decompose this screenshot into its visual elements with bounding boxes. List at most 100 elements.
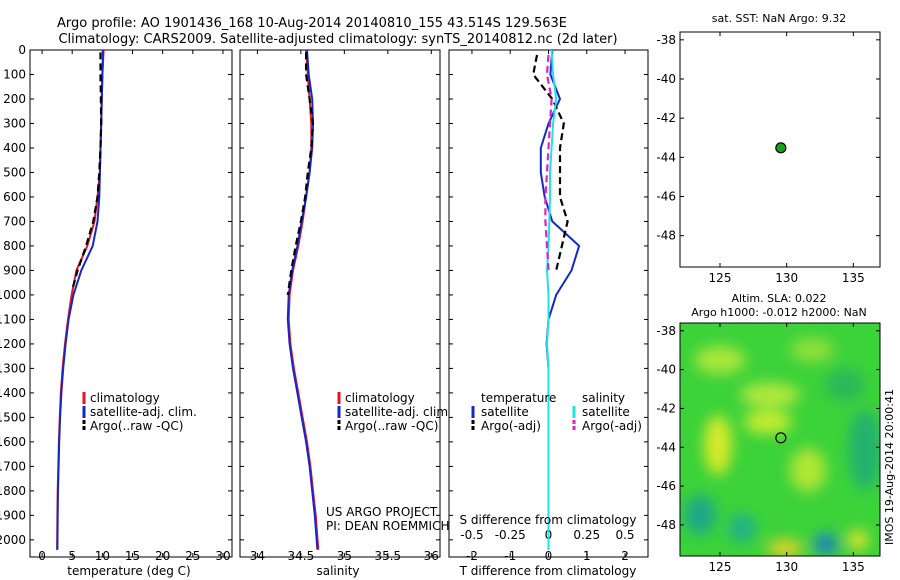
map-y-tick-label: -48: [656, 229, 676, 243]
pi-label: PI: DEAN ROEMMICH: [326, 519, 449, 533]
figure-title-line1: Argo profile: AO 1901436_168 10-Aug-2014…: [57, 16, 567, 31]
legend-label-climatology: climatology: [90, 391, 160, 405]
temperature-x-label: temperature (deg C): [67, 564, 190, 578]
float-position-marker: [775, 142, 787, 154]
salinity-x-label: salinity: [316, 564, 359, 578]
sst-map-markers: [775, 142, 787, 154]
map-y-tick-label: -46: [656, 190, 676, 204]
difference-legend: temperature salinity satellite Argo(-adj…: [471, 391, 642, 433]
sla-blob: [790, 338, 834, 362]
depth-tick-label: 1400: [0, 386, 26, 400]
legend-label-satellite: satellite-adj. clim.: [90, 405, 197, 419]
legend-label-s-argo: Argo(-adj): [582, 419, 642, 433]
depth-tick-label: 400: [3, 141, 26, 155]
salinity-ticks: [240, 49, 440, 541]
series-line-argo: [286, 52, 315, 296]
x-tick-label: 0: [545, 549, 553, 563]
x-tick-label: 35: [337, 549, 352, 563]
legend-header-salinity: salinity: [582, 391, 625, 405]
sla-blob: [694, 346, 746, 374]
x-tick-label: 5: [68, 549, 76, 563]
s-diff-tick-label: 0.5: [615, 528, 634, 542]
x-tick-label: 2: [621, 549, 629, 563]
sla-blob: [704, 415, 732, 475]
salinity-panel: 34 34.5 35 35.5 36 salinity climatology sate…: [239, 49, 452, 578]
map-x-tick-label: 125: [709, 560, 732, 574]
sla-blob: [740, 383, 800, 407]
s-diff-tick-label: -0.5: [460, 528, 483, 542]
sla-heatmap-blobs: [684, 338, 880, 556]
salinity-tick-labels: 34 34.5 35 35.5 36: [250, 50, 439, 563]
map-y-tick-label: -42: [656, 111, 676, 125]
sla-map-panel: Altim. SLA: 0.022 Argo h1000: -0.012 h20…: [656, 292, 896, 574]
depth-tick-label: 900: [3, 263, 26, 277]
depth-tick-label: 100: [3, 67, 26, 81]
series-line-sal_satellite: [546, 50, 558, 550]
salinity-axes-frame: [239, 49, 441, 558]
s-difference-label: S difference from climatology: [460, 513, 637, 527]
depth-tick-label: 700: [3, 214, 26, 228]
sla-blob: [849, 410, 880, 490]
map-x-tick-label: 135: [842, 560, 865, 574]
depth-tick-labels: 0 100 200 300 400 500 600 700 800 900 1000 1100 1200…: [0, 43, 232, 547]
map-y-tick-label: -48: [656, 518, 676, 532]
map-y-tick-label: -40: [656, 363, 676, 377]
sla-blob: [790, 448, 826, 492]
t-difference-x-label: T difference from climatology: [459, 564, 637, 578]
map-x-tick-label: 130: [775, 560, 798, 574]
map-y-tick-label: -44: [656, 440, 676, 454]
sla-blob: [744, 410, 792, 434]
sst-map-panel: sat. SST: NaN Argo: 9.32 125 130 135 -38 -40…: [656, 12, 881, 285]
legend-label-t-argo: Argo(-adj): [481, 419, 541, 433]
map-y-tick-label: -44: [656, 150, 676, 164]
sla-blob: [767, 540, 803, 556]
s-diff-tick-label: -0.25: [495, 528, 526, 542]
imos-stamp: IMOS 19-Aug-2014 20:00:41: [883, 389, 896, 545]
map-y-tick-label: -42: [656, 401, 676, 415]
depth-tick-label: 0: [18, 43, 26, 57]
x-tick-label: 15: [125, 549, 140, 563]
depth-tick-label: 600: [3, 190, 26, 204]
difference-series: [532, 50, 581, 550]
map-y-tick-label: -40: [656, 72, 676, 86]
depth-tick-label: 200: [3, 92, 26, 106]
difference-ticks: [449, 49, 648, 541]
x-tick-label: 35.5: [374, 549, 401, 563]
sla-map-ticks: 125 130 135 -38 -40 -42 -44 -46 -48: [656, 323, 880, 574]
depth-tick-label: 500: [3, 165, 26, 179]
depth-tick-label: 1000: [0, 288, 26, 302]
figure-title-line2: Climatology: CARS2009. Satellite-adjuste…: [58, 32, 617, 47]
depth-tick-label: 1300: [0, 361, 26, 375]
depth-tick-label: 1700: [0, 459, 26, 473]
sla-blob: [728, 514, 756, 542]
temperature-panel: 0100200300400500600700800900100011001200…: [0, 43, 233, 578]
temperature-legend: climatology satellite-adj. clim. Argo(..…: [82, 391, 197, 433]
legend-label-satellite: satellite-adj. clim.: [345, 405, 452, 419]
salinity-series: [286, 50, 320, 550]
depth-tick-label: 2000: [0, 533, 26, 547]
x-tick-label: 1: [583, 549, 591, 563]
sla-map-frame: [679, 322, 881, 557]
series-line-argo: [532, 54, 569, 271]
temperature-series: [56, 50, 105, 550]
s-diff-tick-label: 0.25: [573, 528, 600, 542]
depth-tick-label: 1100: [0, 312, 26, 326]
difference-panel: -2 -1 0 1 2 -0.5 -0.25 0 0.25 0.5 S difference f…: [448, 49, 649, 578]
legend-label-climatology: climatology: [345, 391, 415, 405]
map-x-tick-label: 125: [709, 271, 732, 285]
map-y-tick-label: -38: [656, 33, 676, 47]
sla-heatmap: [680, 323, 880, 556]
map-x-tick-label: 135: [842, 271, 865, 285]
sla-blob: [848, 530, 868, 550]
legend-header-temperature: temperature: [481, 391, 556, 405]
map-y-tick-label: -38: [656, 324, 676, 338]
project-label: US ARGO PROJECT: [326, 505, 438, 519]
salinity-legend: climatology satellite-adj. clim. Argo(..…: [337, 391, 452, 433]
series-line-sal_argo: [544, 54, 553, 271]
depth-tick-label: 1800: [0, 484, 26, 498]
x-tick-label: 25: [185, 549, 200, 563]
x-tick-label: 20: [155, 549, 170, 563]
x-tick-label: 0: [38, 549, 46, 563]
depth-tick-label: 1200: [0, 337, 26, 351]
